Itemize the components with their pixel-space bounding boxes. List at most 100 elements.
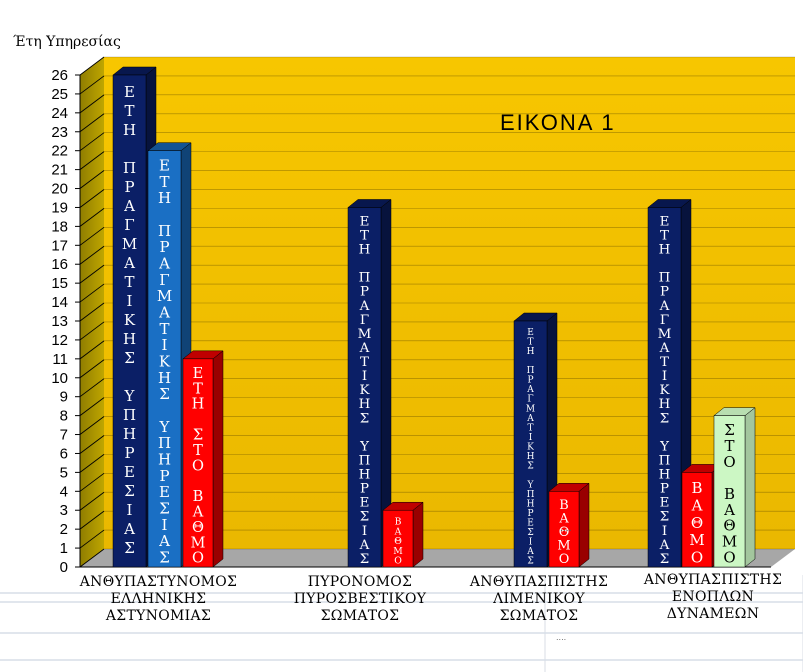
bar-label-char: Θ: [192, 519, 204, 536]
bar-label-char: Μ: [191, 534, 206, 551]
bar: [382, 509, 414, 568]
bar-label-char: Ο: [691, 548, 703, 566]
bar-label-char: Υ: [527, 480, 535, 490]
y-tick-label: 23: [51, 124, 68, 141]
bar-label-char: Β: [395, 517, 402, 528]
category-label: ΑΝΘΥΠΑΣΤΥΝΟΜΟΣ ΕΛΛΗΝΙΚΗΣ ΑΣΤΥΝΟΜΙΑΣ: [66, 574, 251, 625]
gridline-side: [79, 416, 105, 435]
bar-label-char: Σ: [660, 411, 669, 426]
gridline-side: [79, 454, 105, 473]
bar-label-char: Σ: [527, 557, 533, 567]
bar-label-char: Σ: [159, 549, 170, 567]
bar-label-char: Ε: [159, 157, 170, 175]
category-label-line: ΕΛΛΗΝΙΚΗΣ: [110, 591, 207, 607]
bar-label-char: Σ: [660, 510, 669, 525]
bar-label-char: Η: [158, 369, 171, 387]
bar-label-char: Κ: [159, 353, 171, 371]
bar-label-char: Ε: [360, 496, 370, 511]
bar-label-char: Α: [359, 538, 370, 553]
gridline-side: [79, 245, 105, 265]
bar-label-char: Ι: [162, 336, 168, 354]
y-tick-label: 14: [51, 294, 68, 311]
bar-label-char: Π: [359, 271, 371, 286]
bar-label-char: Ι: [127, 292, 133, 310]
category-label: ΑΝΘΥΠΑΣΠΙΣΤΗΣ ΕΝΟΠΛΩΝ ΔΥΝΑΜΕΩΝ: [628, 572, 798, 623]
bar: [513, 320, 548, 568]
bar-label-char: Μ: [393, 546, 403, 557]
bar-label-char: Τ: [159, 320, 169, 338]
bar-label-char: Σ: [724, 421, 735, 439]
category-label-line: ΑΝΘΥΠΑΣΠΙΣΤΗΣ: [469, 574, 609, 590]
gridline-side: [79, 472, 105, 492]
bar-label-char: Ρ: [360, 285, 369, 300]
bar-label-char: Σ: [527, 461, 533, 471]
bar-label-char: Η: [659, 468, 671, 483]
bar: [112, 74, 147, 568]
gridline-side: [79, 529, 105, 549]
bar-label-char: Η: [359, 397, 371, 412]
bar-label-char: Ρ: [527, 509, 533, 519]
bar-label-char: Τ: [360, 355, 369, 370]
bar-label-char: Ε: [360, 214, 370, 229]
y-tick-label: 13: [51, 313, 68, 330]
bar-label-char: Σ: [159, 385, 170, 403]
gridline-side: [79, 189, 105, 208]
bar-label-char: Ι: [362, 524, 367, 539]
gridline-side: [79, 94, 105, 114]
bar-label-char: Η: [527, 452, 535, 462]
bar-label-char: Η: [123, 425, 136, 443]
y-tick-label: 20: [51, 181, 68, 198]
bar: [347, 207, 382, 568]
bar-label-char: Σ: [159, 500, 170, 518]
bar-label-char: Β: [193, 488, 204, 505]
y-tick-label: 16: [51, 256, 68, 273]
gridline-side: [79, 378, 105, 398]
gridline-side: [79, 491, 105, 511]
y-tick-label: 2: [60, 521, 68, 538]
bar-label-char: Ε: [124, 83, 135, 101]
bar-label-char: Α: [659, 341, 670, 356]
bar-label-char: Η: [192, 396, 205, 413]
bar-label-char: Ε: [660, 496, 670, 511]
bar-label-char: Μ: [557, 538, 570, 553]
category-label-line: ΑΝΘΥΠΑΣΠΙΣΤΗΣ: [643, 572, 783, 588]
bar-label-char: Τ: [660, 228, 669, 243]
bar-label-char: Γ: [124, 216, 134, 234]
bar-label-char: Α: [123, 254, 135, 272]
bar-label-char: Π: [359, 453, 371, 468]
y-tick-label: 5: [60, 464, 68, 481]
bar-label-char: Κ: [659, 383, 670, 398]
bar-label-char: Β: [691, 479, 702, 497]
bar-label-char: Θ: [394, 536, 402, 547]
bar-label-char: Υ: [359, 439, 369, 454]
bar-label-char: Ρ: [159, 467, 169, 485]
bar-label-char: Ο: [559, 552, 570, 567]
bar-label-char: Ο: [394, 556, 402, 567]
bar: [147, 150, 182, 568]
y-tick-label: 1: [60, 540, 68, 557]
category-label-line: ΑΝΘΥΠΑΣΤΥΝΟΜΟΣ: [79, 574, 238, 590]
bar-label-char: Α: [394, 526, 402, 537]
category-label: ΠΥΡΟΝΟΜΟΣ ΠΥΡΟΣΒΕΣΤΙΚΟΥ ΣΩΜΑΤΟΣ: [285, 574, 435, 625]
bar-label-char: Α: [192, 504, 204, 521]
bar-label-char: Τ: [660, 355, 669, 370]
bar-label-char: Μ: [658, 327, 672, 342]
bar-label-char: Α: [158, 255, 170, 273]
bar-label-char: Θ: [559, 525, 570, 540]
category-label-line: ΣΩΜΑΤΟΣ: [320, 608, 400, 624]
y-tick-label: 26: [51, 67, 68, 84]
bar-label-char: Α: [659, 538, 670, 553]
bar-label-char: Π: [158, 222, 171, 240]
bar-label-char: Ρ: [527, 376, 533, 386]
bar-label-char: Α: [123, 520, 135, 538]
category-label-line: ΠΥΡΟΝΟΜΟΣ: [307, 574, 413, 590]
gridline-side: [79, 359, 105, 379]
bar: [182, 358, 214, 568]
bar-label-char: Ε: [660, 214, 670, 229]
y-tick-label: 10: [51, 370, 68, 387]
category-label-line: ΕΝΟΠΛΩΝ: [671, 589, 755, 605]
bar-label-char: Α: [526, 547, 534, 557]
bar-label-char: Ο: [723, 549, 735, 567]
y-axis-title: Έτη Υπηρεσίας: [13, 34, 121, 50]
